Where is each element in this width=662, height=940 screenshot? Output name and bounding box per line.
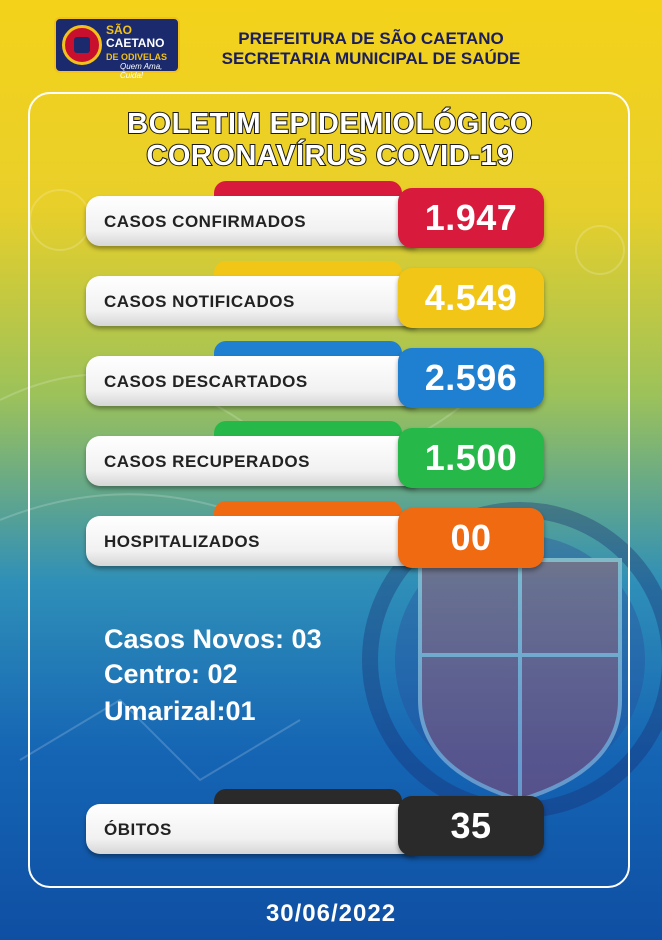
stat-value-box: 00 <box>398 508 544 568</box>
stat-label-box: CASOS NOTIFICADOS <box>86 276 416 326</box>
stat-value-box: 35 <box>398 796 544 856</box>
city-crest-icon <box>62 25 102 65</box>
city-logo: SÃO CAETANO DE ODIVELAS Quem Ama, Cuida! <box>54 17 180 80</box>
stat-value-box: 4.549 <box>398 268 544 328</box>
title-line2: CORONAVÍRUS COVID-19 <box>145 139 514 173</box>
centro-text: Centro: 02 <box>104 659 238 689</box>
stat-label: CASOS RECUPERADOS <box>104 452 310 471</box>
stat-label: CASOS CONFIRMADOS <box>104 212 307 231</box>
stat-label: CASOS DESCARTADOS <box>104 372 308 391</box>
header-secretaria: SECRETARIA MUNICIPAL DE SAÚDE <box>221 49 521 68</box>
stat-value: 4.549 <box>424 277 518 318</box>
stat-row-notificados: CASOS NOTIFICADOS 4.549 <box>86 261 548 330</box>
stat-value-box: 1.947 <box>398 188 544 248</box>
stat-row-obitos: ÓBITOS 35 <box>86 789 548 858</box>
stat-value: 35 <box>450 805 492 846</box>
stat-value: 00 <box>450 517 492 558</box>
logo-text-line3: DE ODIVELAS <box>106 52 168 62</box>
stat-row-hospitalizados: HOSPITALIZADOS 00 <box>86 501 548 570</box>
stat-value-box: 1.500 <box>398 428 544 488</box>
stat-label: ÓBITOS <box>104 820 172 839</box>
content-frame <box>28 92 630 888</box>
stat-row-descartados: CASOS DESCARTADOS 2.596 <box>86 341 548 410</box>
stat-value: 2.596 <box>424 357 518 398</box>
logo-text-line2: CAETANO <box>106 36 165 50</box>
title-line1: BOLETIM EPIDEMIOLÓGICO <box>126 107 533 141</box>
stat-label: HOSPITALIZADOS <box>104 532 260 551</box>
header-prefeitura: PREFEITURA DE SÃO CAETANO <box>238 29 504 48</box>
stat-value: 1.500 <box>424 437 518 478</box>
stat-value: 1.947 <box>424 197 518 238</box>
bulletin-date: 30/06/2022 <box>265 900 397 927</box>
stat-label: CASOS NOTIFICADOS <box>104 292 295 311</box>
stat-label-box: CASOS CONFIRMADOS <box>86 196 416 246</box>
stat-row-confirmados: CASOS CONFIRMADOS 1.947 <box>86 181 548 250</box>
stat-label-box: CASOS RECUPERADOS <box>86 436 416 486</box>
stat-value-box: 2.596 <box>398 348 544 408</box>
stat-row-recuperados: CASOS RECUPERADOS 1.500 <box>86 421 548 490</box>
casos-novos-text: Casos Novos: 03 <box>104 624 322 654</box>
stat-label-box: HOSPITALIZADOS <box>86 516 416 566</box>
umarizal-text: Umarizal:01 <box>104 696 256 726</box>
stat-label-box: ÓBITOS <box>86 804 416 854</box>
stat-label-box: CASOS DESCARTADOS <box>86 356 416 406</box>
logo-slogan: Quem Ama, Cuida! <box>120 62 163 80</box>
logo-text-line1: SÃO <box>106 23 133 37</box>
